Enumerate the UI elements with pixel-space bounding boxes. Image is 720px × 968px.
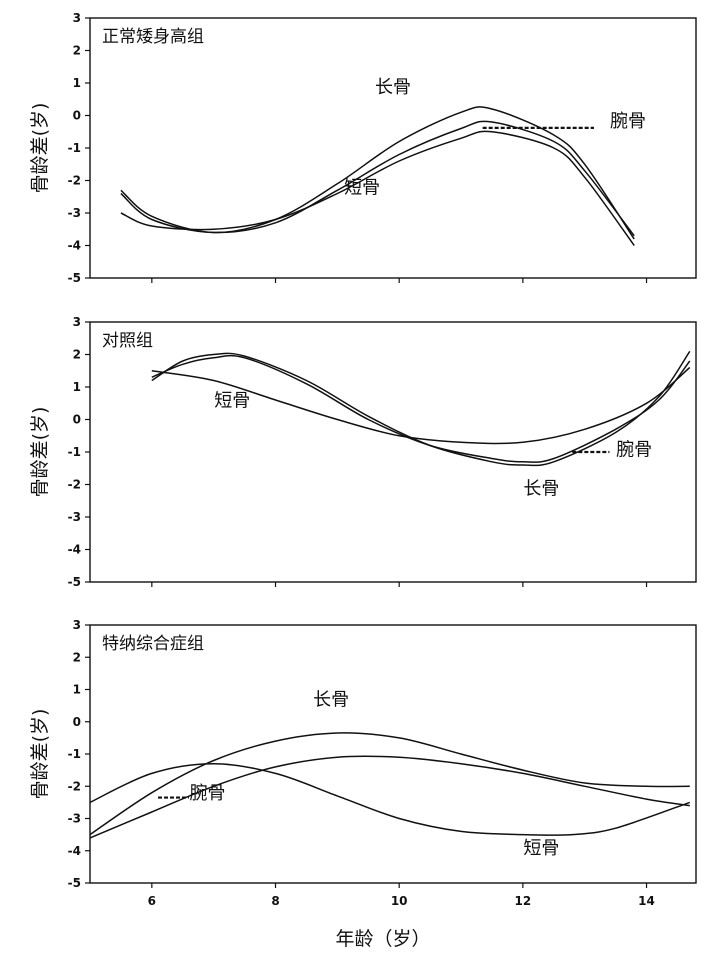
y-tick-label: -2 [68,174,81,188]
y-tick-label: -3 [68,812,81,826]
y-tick-label: -4 [68,844,81,858]
curve-label: 长骨 [523,478,559,499]
y-tick-label: -1 [68,445,81,459]
y-axis-label: 骨龄差(岁) [29,407,51,498]
y-tick-label: 2 [73,650,81,664]
y-tick-label: 1 [73,683,81,697]
y-tick-label: -5 [68,271,81,285]
panel-title: 正常矮身高组 [102,27,204,47]
y-tick-label: -3 [68,206,81,220]
x-tick-label: 14 [638,894,655,908]
y-axis-label: 骨龄差(岁) [29,709,51,800]
panel-title: 特纳综合症组 [102,634,204,654]
y-tick-label: 0 [73,109,81,123]
y-axis-label: 骨龄差(岁) [29,103,51,194]
y-tick-label: 0 [73,715,81,729]
curve-label: 腕骨 [616,439,652,460]
y-tick-label: 2 [73,348,81,362]
y-tick-label: -2 [68,779,81,793]
x-tick-label: 8 [271,894,279,908]
series-line-1 [120,106,635,240]
y-tick-label: -1 [68,747,81,761]
y-tick-label: -4 [68,543,81,557]
y-tick-label: -3 [68,510,81,524]
x-tick-label: 10 [391,894,408,908]
series-line-2 [89,755,690,839]
series-line-2 [151,354,691,463]
y-tick-label: 1 [73,380,81,394]
curve-label: 腕骨 [189,783,225,804]
curve-label: 长骨 [375,77,411,98]
x-tick-label: 6 [148,894,156,908]
y-tick-label: 1 [73,76,81,90]
x-axis-label: 年龄（岁） [335,928,430,950]
y-tick-label: -4 [68,239,81,253]
y-tick-label: -1 [68,141,81,155]
y-tick-label: 0 [73,413,81,427]
y-tick-label: -2 [68,478,81,492]
curve-label: 短骨 [214,391,250,412]
y-tick-label: 2 [73,44,81,58]
curve-label: 短骨 [523,838,559,859]
y-tick-label: -5 [68,876,81,890]
series-line-3 [89,762,691,836]
y-tick-label: 3 [73,618,81,632]
y-tick-label: 3 [73,315,81,329]
series-line-3 [151,366,691,445]
y-tick-label: 3 [73,11,81,25]
y-tick-label: -5 [68,575,81,589]
panel-title: 对照组 [102,331,153,351]
x-tick-label: 12 [515,894,532,908]
series-line-3 [120,130,635,246]
curve-label: 短骨 [344,178,380,199]
plot-frame [89,624,697,884]
plot-frame [89,17,697,279]
curve-label: 长骨 [313,690,349,711]
series-line-2 [120,120,635,237]
curve-label: 腕骨 [610,111,646,132]
series-line-1 [89,732,690,836]
